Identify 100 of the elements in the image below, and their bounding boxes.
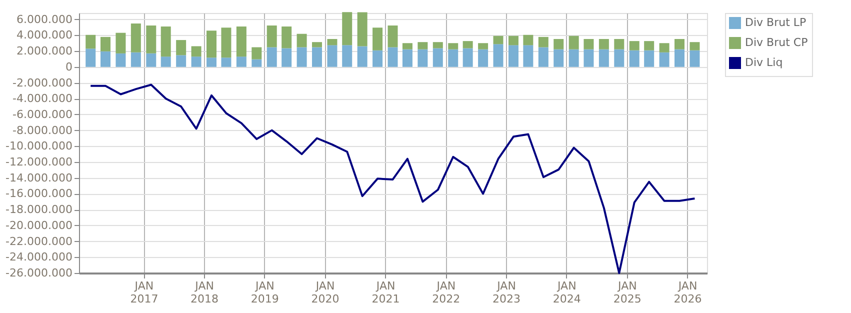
- y-tick-label: 6.000.000: [16, 12, 72, 26]
- bar: [554, 39, 564, 50]
- bar: [538, 36, 548, 48]
- bar: [342, 12, 352, 46]
- bar: [554, 49, 564, 67]
- bar: [478, 49, 488, 67]
- bar: [312, 47, 322, 67]
- bar: [493, 44, 504, 67]
- bar: [614, 39, 624, 50]
- bar: [357, 46, 368, 67]
- bar: [282, 26, 292, 48]
- bar: [508, 36, 518, 46]
- bar: [206, 58, 217, 67]
- bar: [493, 36, 504, 44]
- bar: [372, 28, 383, 50]
- bar: [690, 42, 700, 50]
- bar: [584, 49, 594, 67]
- bar: [252, 47, 262, 60]
- x-tick-label: JAN 2025: [613, 280, 642, 306]
- bar: [690, 50, 700, 67]
- bar: [598, 39, 609, 50]
- bar: [432, 42, 443, 48]
- bar: [236, 56, 246, 67]
- bar: [523, 34, 534, 46]
- x-tick-label: JAN 2021: [372, 280, 400, 306]
- bar: [372, 50, 383, 67]
- bar: [312, 42, 322, 48]
- bar: [402, 43, 412, 50]
- bar: [568, 36, 579, 50]
- bar: [418, 49, 428, 67]
- bar: [629, 50, 640, 67]
- y-tick-label: 2.000.000: [16, 44, 72, 58]
- x-tick-label: JAN 2023: [492, 280, 521, 306]
- line-series: [90, 84, 696, 274]
- legend-label: Div Liq: [745, 56, 783, 69]
- x-tick-label: JAN 2026: [674, 280, 702, 306]
- bar: [116, 32, 126, 54]
- y-tick-label: -10.000.000: [6, 140, 72, 153]
- bar: [160, 26, 171, 57]
- bar: [614, 49, 624, 67]
- x-tick-label: JAN 2022: [432, 280, 460, 306]
- bar: [252, 59, 262, 67]
- bar: [160, 56, 171, 67]
- y-tick-label: -20.000.000: [6, 218, 72, 232]
- bar: [508, 45, 518, 67]
- bar: [659, 52, 670, 67]
- x-tick-label: JAN 2017: [130, 280, 158, 306]
- bar: [674, 39, 685, 50]
- bar: [266, 26, 277, 48]
- bar: [296, 47, 307, 67]
- y-tick-label: 0: [66, 60, 72, 74]
- y-tick-label: -18.000.000: [6, 203, 72, 216]
- bar: [538, 47, 548, 67]
- bar: [523, 45, 534, 67]
- bar: [176, 55, 186, 67]
- bar: [357, 12, 368, 46]
- y-tick-label: -6.000.000: [12, 108, 72, 121]
- bar: [568, 49, 579, 67]
- x-tick-label: JAN 2019: [250, 280, 279, 306]
- bar: [266, 47, 277, 67]
- bar: [116, 53, 126, 67]
- bar: [644, 50, 654, 67]
- y-tick-label: -22.000.000: [6, 234, 72, 248]
- bar: [221, 28, 232, 58]
- bar: [659, 43, 670, 52]
- bar: [629, 41, 640, 50]
- y-tick-label: -8.000.000: [12, 124, 72, 137]
- bar: [191, 46, 202, 57]
- bar: [674, 49, 685, 67]
- bar: [130, 52, 141, 67]
- bar: [86, 34, 96, 49]
- bar: [86, 48, 96, 67]
- x-tick-label: JAN 2020: [311, 280, 340, 306]
- y-tick-label: -26.000.000: [6, 266, 72, 280]
- y-tick-label: -24.000.000: [6, 250, 72, 264]
- bar: [236, 26, 246, 57]
- bar: [176, 40, 186, 56]
- legend-label: Div Brut CP: [745, 36, 808, 49]
- y-tick-label: -4.000.000: [12, 92, 72, 106]
- bar: [462, 48, 473, 67]
- bar: [146, 26, 156, 54]
- bar: [206, 30, 217, 58]
- bar: [418, 42, 428, 50]
- bar: [191, 56, 202, 67]
- bar: [342, 45, 352, 67]
- bar: [598, 49, 609, 67]
- bar: [296, 34, 307, 48]
- bar: [432, 48, 443, 67]
- x-tick-label: JAN 2024: [552, 280, 581, 306]
- bar: [584, 39, 594, 50]
- bar: [388, 26, 398, 48]
- bar: [462, 41, 473, 48]
- legend-label: Div Brut LP: [745, 16, 807, 29]
- bar: [100, 36, 110, 52]
- bar: [448, 49, 458, 67]
- bar: [388, 47, 398, 67]
- bar: [478, 43, 488, 50]
- bar: [448, 43, 458, 50]
- bar: [221, 58, 232, 67]
- x-tick-label: JAN 2018: [190, 280, 219, 306]
